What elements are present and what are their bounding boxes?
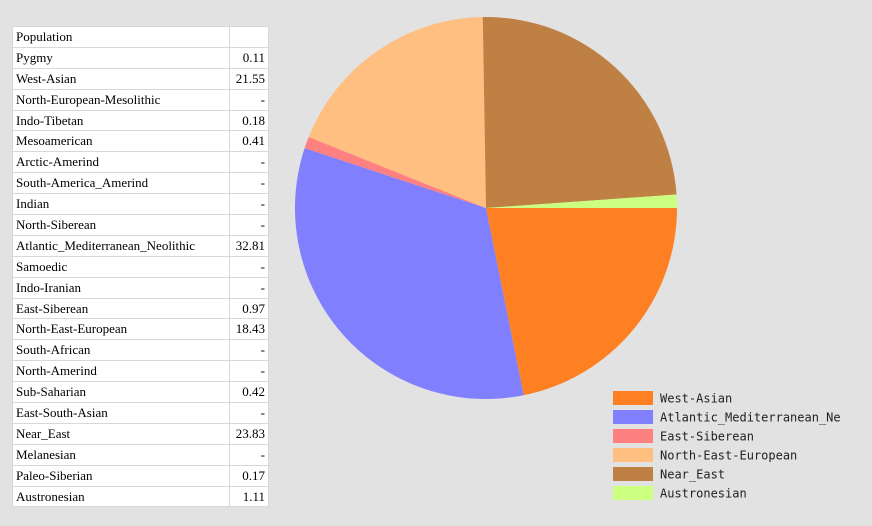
legend-label: Near_East: [660, 468, 725, 482]
name-cell: East-Siberean: [12, 297, 230, 320]
value-cell: -: [229, 443, 269, 466]
value-cell: 18.43: [229, 318, 269, 341]
table-row: Indo-Iranian -: [12, 276, 269, 299]
legend-swatch: [613, 448, 653, 462]
table-row: Arctic-Amerind -: [12, 151, 269, 174]
pie-slice: [486, 208, 677, 396]
name-cell: Samoedic: [12, 255, 230, 278]
table-row: Indian -: [12, 193, 269, 216]
pie-slice: [304, 137, 486, 208]
name-cell: North-Siberean: [12, 214, 230, 236]
table-row: Near_East 23.83: [12, 422, 269, 445]
value-cell: -: [229, 88, 269, 111]
value-cell: -: [229, 360, 269, 383]
table-row: Paleo-Siberian 0.17: [12, 464, 269, 487]
legend-label: North-East-European: [660, 449, 797, 463]
legend-label: Atlantic_Mediterranean_Ne: [660, 411, 841, 425]
table-row: South-African -: [12, 339, 269, 362]
value-cell: -: [229, 402, 269, 424]
value-cell: -: [229, 151, 269, 174]
value-cell: 0.11: [229, 46, 269, 69]
value-cell: -: [229, 276, 269, 299]
value-cell: -: [229, 193, 269, 216]
table-row: North-East-European 18.43: [12, 318, 269, 341]
name-cell: Arctic-Amerind: [12, 151, 230, 174]
pie-slice: [295, 148, 524, 399]
table-row: Pygmy 0.11: [12, 46, 269, 69]
name-cell: Near_East: [12, 422, 230, 445]
table-row: East-Siberean 0.97: [12, 297, 269, 320]
pie-slice: [486, 194, 677, 208]
legend-label: West-Asian: [660, 392, 732, 406]
name-cell: Paleo-Siberian: [12, 464, 230, 487]
table-row: West-Asian 21.55: [12, 67, 269, 90]
name-cell: Indo-Iranian: [12, 276, 230, 299]
value-cell: 1.11: [229, 485, 269, 508]
pie-slice: [482, 17, 677, 208]
legend-swatch: [613, 410, 653, 424]
population-table: Population Pygmy 0.11 West-Asian 21.55 North-…: [12, 26, 269, 508]
legend-swatch: [613, 429, 653, 443]
table-row: Indo-Tibetan 0.18: [12, 109, 269, 132]
name-cell: North-Amerind: [12, 360, 230, 383]
name-cell: North-European-Mesolithic: [12, 88, 230, 111]
table-row: North-European-Mesolithic -: [12, 88, 269, 111]
table-row: Samoedic -: [12, 255, 269, 278]
value-cell: 21.55: [229, 67, 269, 90]
name-cell: Austronesian: [12, 485, 230, 508]
value-cell: -: [229, 339, 269, 362]
legend-swatch: [613, 486, 653, 500]
table-row: Austronesian 1.11: [12, 485, 269, 508]
name-cell: West-Asian: [12, 67, 230, 90]
value-cell: 0.18: [229, 109, 269, 132]
name-cell: East-South-Asian: [12, 402, 230, 424]
legend-swatch: [613, 467, 653, 481]
table-row: East-South-Asian -: [12, 402, 269, 424]
legend-swatch: [613, 391, 653, 405]
legend-label: East-Siberean: [660, 430, 754, 444]
value-cell: 0.42: [229, 381, 269, 404]
table-row: North-Amerind -: [12, 360, 269, 383]
value-cell: 23.83: [229, 422, 269, 445]
value-cell: 0.17: [229, 464, 269, 487]
table-row: Sub-Saharian 0.42: [12, 381, 269, 404]
table-row: North-Siberean -: [12, 214, 269, 236]
value-cell: 0.97: [229, 297, 269, 320]
table-row: Melanesian -: [12, 443, 269, 466]
header-row: Population: [12, 26, 269, 48]
name-cell: Melanesian: [12, 443, 230, 466]
pie-slice: [308, 17, 486, 209]
value-cell: -: [229, 255, 269, 278]
legend-label: Austronesian: [660, 487, 747, 501]
